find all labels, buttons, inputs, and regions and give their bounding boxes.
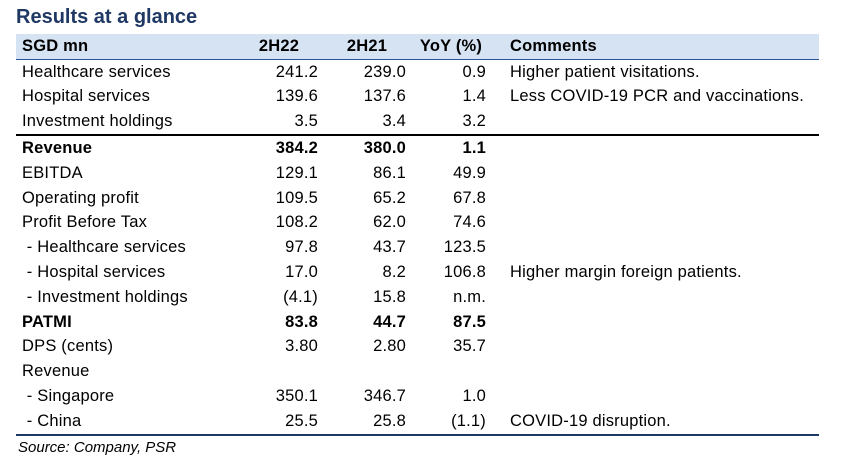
source-note: Source: Company, PSR bbox=[18, 439, 177, 456]
value-yoy: 1.4 bbox=[462, 87, 486, 106]
table-row: DPS (cents) 3.80 2.80 35.7 bbox=[16, 335, 819, 360]
value-2h22: 350.1 bbox=[275, 387, 318, 406]
value-yoy: 3.2 bbox=[462, 112, 486, 131]
row-label: Hospital services bbox=[22, 87, 151, 106]
value-2h21: 62.0 bbox=[373, 213, 406, 232]
row-comment bbox=[500, 335, 819, 360]
row-label: DPS (cents) bbox=[22, 337, 114, 356]
value-2h21: 2.80 bbox=[373, 337, 406, 356]
row-comment bbox=[500, 384, 819, 409]
row-label: - China bbox=[22, 411, 82, 430]
value-yoy: n.m. bbox=[453, 287, 486, 306]
row-label: Operating profit bbox=[22, 188, 139, 207]
row-label: - Investment holdings bbox=[22, 287, 188, 306]
table-header-row: SGD mn 2H22 2H21 YoY (%) Comments bbox=[16, 34, 819, 60]
header-sgd-mn: SGD mn bbox=[22, 36, 89, 55]
table-row-total: Revenue 384.2 380.0 1.1 bbox=[16, 135, 819, 161]
value-2h21: 3.4 bbox=[382, 112, 406, 131]
value-2h21: 137.6 bbox=[363, 87, 406, 106]
row-comment: COVID-19 disruption. bbox=[510, 411, 671, 430]
row-comment bbox=[500, 135, 819, 161]
table-row: Investment holdings 3.5 3.4 3.2 bbox=[16, 109, 819, 136]
table-row: Revenue bbox=[16, 359, 819, 384]
row-label: - Healthcare services bbox=[22, 238, 186, 257]
value-yoy: 49.9 bbox=[453, 163, 486, 182]
value-2h21: 346.7 bbox=[363, 387, 406, 406]
header-comments: Comments bbox=[510, 36, 597, 55]
value-yoy: 106.8 bbox=[443, 263, 486, 282]
table-row: - Healthcare services 97.8 43.7 123.5 bbox=[16, 235, 819, 260]
row-label: Revenue bbox=[22, 139, 93, 158]
table-row: Operating profit 109.5 65.2 67.8 bbox=[16, 186, 819, 211]
table-row: Profit Before Tax 108.2 62.0 74.6 bbox=[16, 211, 819, 236]
row-label: Profit Before Tax bbox=[22, 213, 148, 232]
table-row: - China 25.5 25.8 (1.1) COVID-19 disrupt… bbox=[16, 409, 819, 435]
row-comment: Higher patient visitations. bbox=[510, 62, 700, 81]
value-yoy: 74.6 bbox=[453, 213, 486, 232]
value-2h22: 129.1 bbox=[275, 163, 318, 182]
value-2h21: 25.8 bbox=[373, 411, 406, 430]
row-comment bbox=[500, 285, 819, 310]
table-row: - Singapore 350.1 346.7 1.0 bbox=[16, 384, 819, 409]
row-comment bbox=[500, 310, 819, 335]
table-row: - Investment holdings (4.1) 15.8 n.m. bbox=[16, 285, 819, 310]
value-yoy: (1.1) bbox=[451, 411, 486, 430]
value-2h22: 17.0 bbox=[285, 263, 318, 282]
value-2h21: 239.0 bbox=[363, 62, 406, 81]
row-comment: Less COVID-19 PCR and vaccinations. bbox=[510, 87, 805, 106]
row-comment bbox=[500, 359, 819, 384]
row-comment bbox=[500, 186, 819, 211]
value-2h22: 97.8 bbox=[285, 238, 318, 257]
value-2h21: 44.7 bbox=[373, 312, 406, 331]
row-comment bbox=[500, 211, 819, 236]
value-yoy: 87.5 bbox=[453, 312, 486, 331]
value-2h22: 139.6 bbox=[275, 87, 318, 106]
row-label: - Hospital services bbox=[22, 263, 166, 282]
value-2h22: 83.8 bbox=[285, 312, 318, 331]
value-2h22: 109.5 bbox=[275, 188, 318, 207]
value-2h22: 241.2 bbox=[275, 62, 318, 81]
value-2h22: 384.2 bbox=[275, 139, 318, 158]
results-table: SGD mn 2H22 2H21 YoY (%) Comments Health… bbox=[16, 34, 819, 436]
value-2h21: 8.2 bbox=[382, 263, 406, 282]
header-yoy: YoY (%) bbox=[419, 36, 483, 55]
table-row: Hospital services 139.6 137.6 1.4 Less C… bbox=[16, 85, 819, 110]
value-yoy: 123.5 bbox=[443, 238, 486, 257]
value-2h22: 108.2 bbox=[275, 213, 318, 232]
row-label: PATMI bbox=[22, 312, 72, 331]
table-row: - Hospital services 17.0 8.2 106.8 Highe… bbox=[16, 260, 819, 285]
row-comment bbox=[500, 235, 819, 260]
value-2h22 bbox=[240, 359, 328, 384]
value-yoy: 1.1 bbox=[462, 139, 486, 158]
value-2h21: 86.1 bbox=[373, 163, 406, 182]
row-comment bbox=[500, 109, 819, 135]
header-2h22: 2H22 bbox=[258, 36, 300, 55]
value-yoy: 67.8 bbox=[453, 188, 486, 207]
row-label: Healthcare services bbox=[22, 62, 171, 81]
value-yoy: 35.7 bbox=[453, 337, 486, 356]
table-row: EBITDA 129.1 86.1 49.9 bbox=[16, 161, 819, 186]
value-2h21: 65.2 bbox=[373, 188, 406, 207]
value-yoy: 1.0 bbox=[462, 387, 486, 406]
value-2h21: 380.0 bbox=[363, 139, 406, 158]
header-2h21: 2H21 bbox=[346, 36, 388, 55]
value-yoy bbox=[416, 359, 500, 384]
row-comment: Higher margin foreign patients. bbox=[510, 263, 742, 282]
row-label: EBITDA bbox=[22, 163, 83, 182]
table-row-total: PATMI 83.8 44.7 87.5 bbox=[16, 310, 819, 335]
value-2h21: 43.7 bbox=[373, 238, 406, 257]
value-2h22: 25.5 bbox=[285, 411, 318, 430]
row-comment bbox=[500, 161, 819, 186]
page-title: Results at a glance bbox=[16, 6, 198, 28]
value-yoy: 0.9 bbox=[462, 62, 486, 81]
value-2h22: 3.5 bbox=[294, 112, 318, 131]
value-2h21: 15.8 bbox=[373, 287, 406, 306]
value-2h22: 3.80 bbox=[285, 337, 318, 356]
row-label: - Singapore bbox=[22, 387, 115, 406]
value-2h21 bbox=[328, 359, 416, 384]
value-2h22: (4.1) bbox=[283, 287, 318, 306]
row-label: Revenue bbox=[22, 362, 90, 381]
row-label: Investment holdings bbox=[22, 112, 173, 131]
table-row: Healthcare services 241.2 239.0 0.9 High… bbox=[16, 59, 819, 84]
